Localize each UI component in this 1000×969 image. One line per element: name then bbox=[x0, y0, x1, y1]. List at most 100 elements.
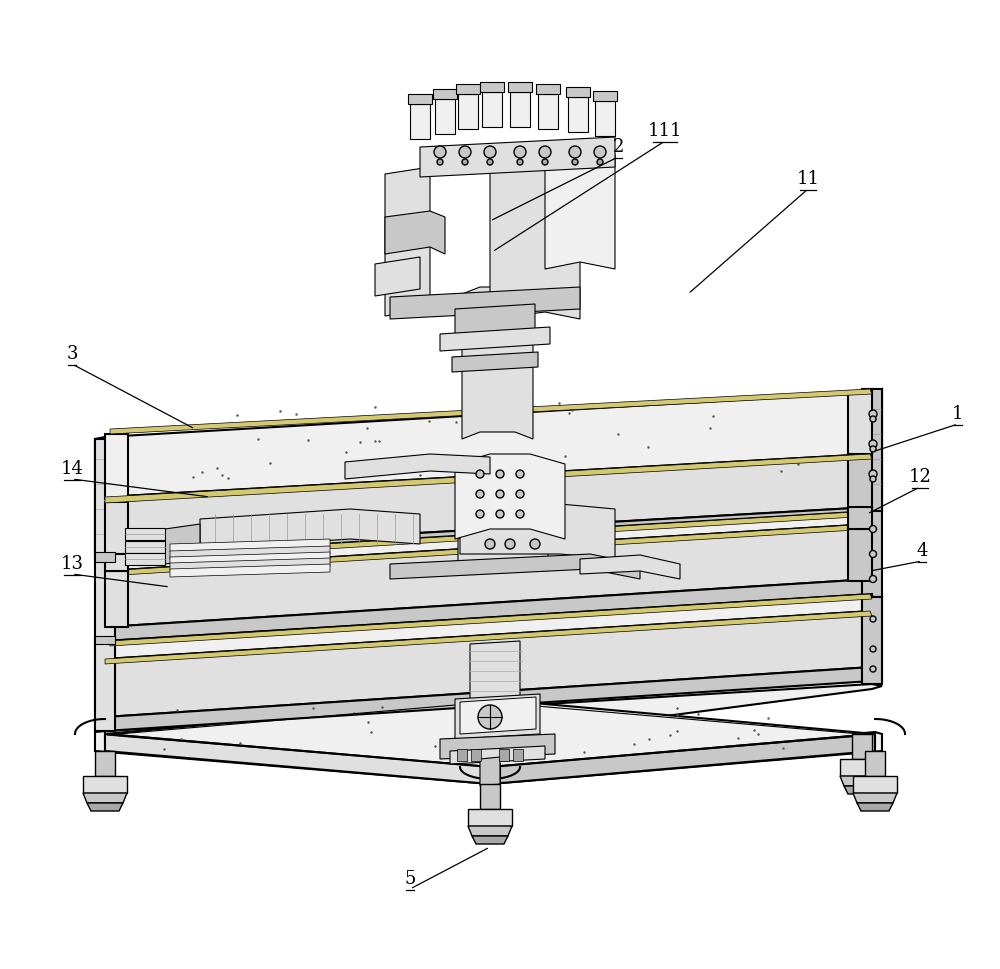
Circle shape bbox=[870, 667, 876, 672]
Circle shape bbox=[496, 490, 504, 498]
Polygon shape bbox=[95, 640, 115, 732]
Circle shape bbox=[597, 160, 603, 166]
Text: 111: 111 bbox=[648, 122, 682, 140]
Polygon shape bbox=[345, 454, 490, 480]
Polygon shape bbox=[848, 391, 872, 454]
Circle shape bbox=[870, 646, 876, 652]
Polygon shape bbox=[455, 304, 535, 340]
Text: 5: 5 bbox=[404, 869, 416, 887]
Circle shape bbox=[476, 471, 484, 479]
Polygon shape bbox=[170, 540, 330, 552]
Polygon shape bbox=[385, 212, 445, 255]
Circle shape bbox=[516, 490, 524, 498]
Polygon shape bbox=[458, 529, 548, 572]
Polygon shape bbox=[848, 452, 872, 510]
Circle shape bbox=[870, 447, 876, 453]
Polygon shape bbox=[83, 776, 127, 794]
Polygon shape bbox=[125, 542, 165, 553]
Polygon shape bbox=[499, 749, 509, 762]
Polygon shape bbox=[95, 751, 115, 776]
Circle shape bbox=[530, 515, 540, 524]
Polygon shape bbox=[200, 510, 420, 549]
Polygon shape bbox=[105, 454, 872, 504]
Text: 12: 12 bbox=[909, 467, 931, 485]
Polygon shape bbox=[105, 508, 872, 564]
Polygon shape bbox=[457, 749, 467, 762]
Circle shape bbox=[594, 147, 606, 159]
Circle shape bbox=[484, 147, 496, 159]
Circle shape bbox=[870, 526, 876, 533]
Circle shape bbox=[870, 477, 876, 483]
Polygon shape bbox=[125, 528, 165, 541]
Circle shape bbox=[505, 515, 515, 524]
Polygon shape bbox=[165, 524, 200, 564]
Polygon shape bbox=[105, 524, 872, 627]
Circle shape bbox=[516, 471, 524, 479]
Polygon shape bbox=[460, 505, 615, 559]
Polygon shape bbox=[105, 700, 875, 767]
Polygon shape bbox=[83, 794, 127, 803]
Polygon shape bbox=[110, 390, 872, 434]
Polygon shape bbox=[390, 288, 580, 320]
Circle shape bbox=[572, 160, 578, 166]
Circle shape bbox=[517, 160, 523, 166]
Polygon shape bbox=[508, 83, 532, 93]
Circle shape bbox=[476, 511, 484, 518]
Circle shape bbox=[476, 490, 484, 498]
Polygon shape bbox=[170, 552, 330, 566]
Polygon shape bbox=[105, 735, 490, 784]
Polygon shape bbox=[450, 746, 545, 765]
Polygon shape bbox=[538, 95, 558, 130]
Polygon shape bbox=[872, 390, 882, 512]
Polygon shape bbox=[480, 784, 500, 809]
Circle shape bbox=[496, 511, 504, 518]
Polygon shape bbox=[460, 698, 536, 735]
Polygon shape bbox=[470, 641, 520, 703]
Polygon shape bbox=[170, 558, 330, 572]
Circle shape bbox=[530, 540, 540, 549]
Polygon shape bbox=[105, 503, 128, 554]
Text: 1: 1 bbox=[952, 405, 964, 422]
Polygon shape bbox=[408, 95, 432, 105]
Polygon shape bbox=[580, 555, 680, 579]
Circle shape bbox=[516, 511, 524, 518]
Polygon shape bbox=[105, 554, 128, 572]
Polygon shape bbox=[844, 786, 880, 795]
Polygon shape bbox=[385, 168, 430, 317]
Polygon shape bbox=[435, 100, 455, 135]
Circle shape bbox=[869, 411, 877, 419]
Polygon shape bbox=[105, 611, 872, 717]
Polygon shape bbox=[458, 95, 478, 130]
Polygon shape bbox=[390, 554, 640, 579]
Polygon shape bbox=[170, 547, 330, 559]
Polygon shape bbox=[848, 529, 872, 581]
Polygon shape bbox=[105, 454, 872, 551]
Polygon shape bbox=[480, 757, 500, 786]
Polygon shape bbox=[433, 90, 457, 100]
Circle shape bbox=[870, 616, 876, 622]
Circle shape bbox=[869, 441, 877, 449]
Polygon shape bbox=[593, 92, 617, 102]
Polygon shape bbox=[862, 597, 882, 684]
Polygon shape bbox=[545, 148, 615, 269]
Polygon shape bbox=[468, 809, 512, 827]
Polygon shape bbox=[865, 751, 885, 776]
Polygon shape bbox=[452, 353, 538, 373]
Polygon shape bbox=[862, 390, 882, 510]
Polygon shape bbox=[566, 88, 590, 98]
Polygon shape bbox=[170, 564, 330, 578]
Polygon shape bbox=[375, 258, 420, 297]
Polygon shape bbox=[105, 579, 872, 641]
Polygon shape bbox=[110, 512, 872, 562]
Polygon shape bbox=[857, 803, 893, 811]
Polygon shape bbox=[490, 735, 875, 784]
Polygon shape bbox=[95, 637, 115, 644]
Polygon shape bbox=[480, 83, 504, 93]
Polygon shape bbox=[862, 597, 882, 684]
Polygon shape bbox=[420, 138, 615, 178]
Polygon shape bbox=[536, 85, 560, 95]
Polygon shape bbox=[105, 684, 882, 749]
Circle shape bbox=[539, 147, 551, 159]
Polygon shape bbox=[105, 594, 872, 659]
Text: 13: 13 bbox=[60, 554, 84, 573]
